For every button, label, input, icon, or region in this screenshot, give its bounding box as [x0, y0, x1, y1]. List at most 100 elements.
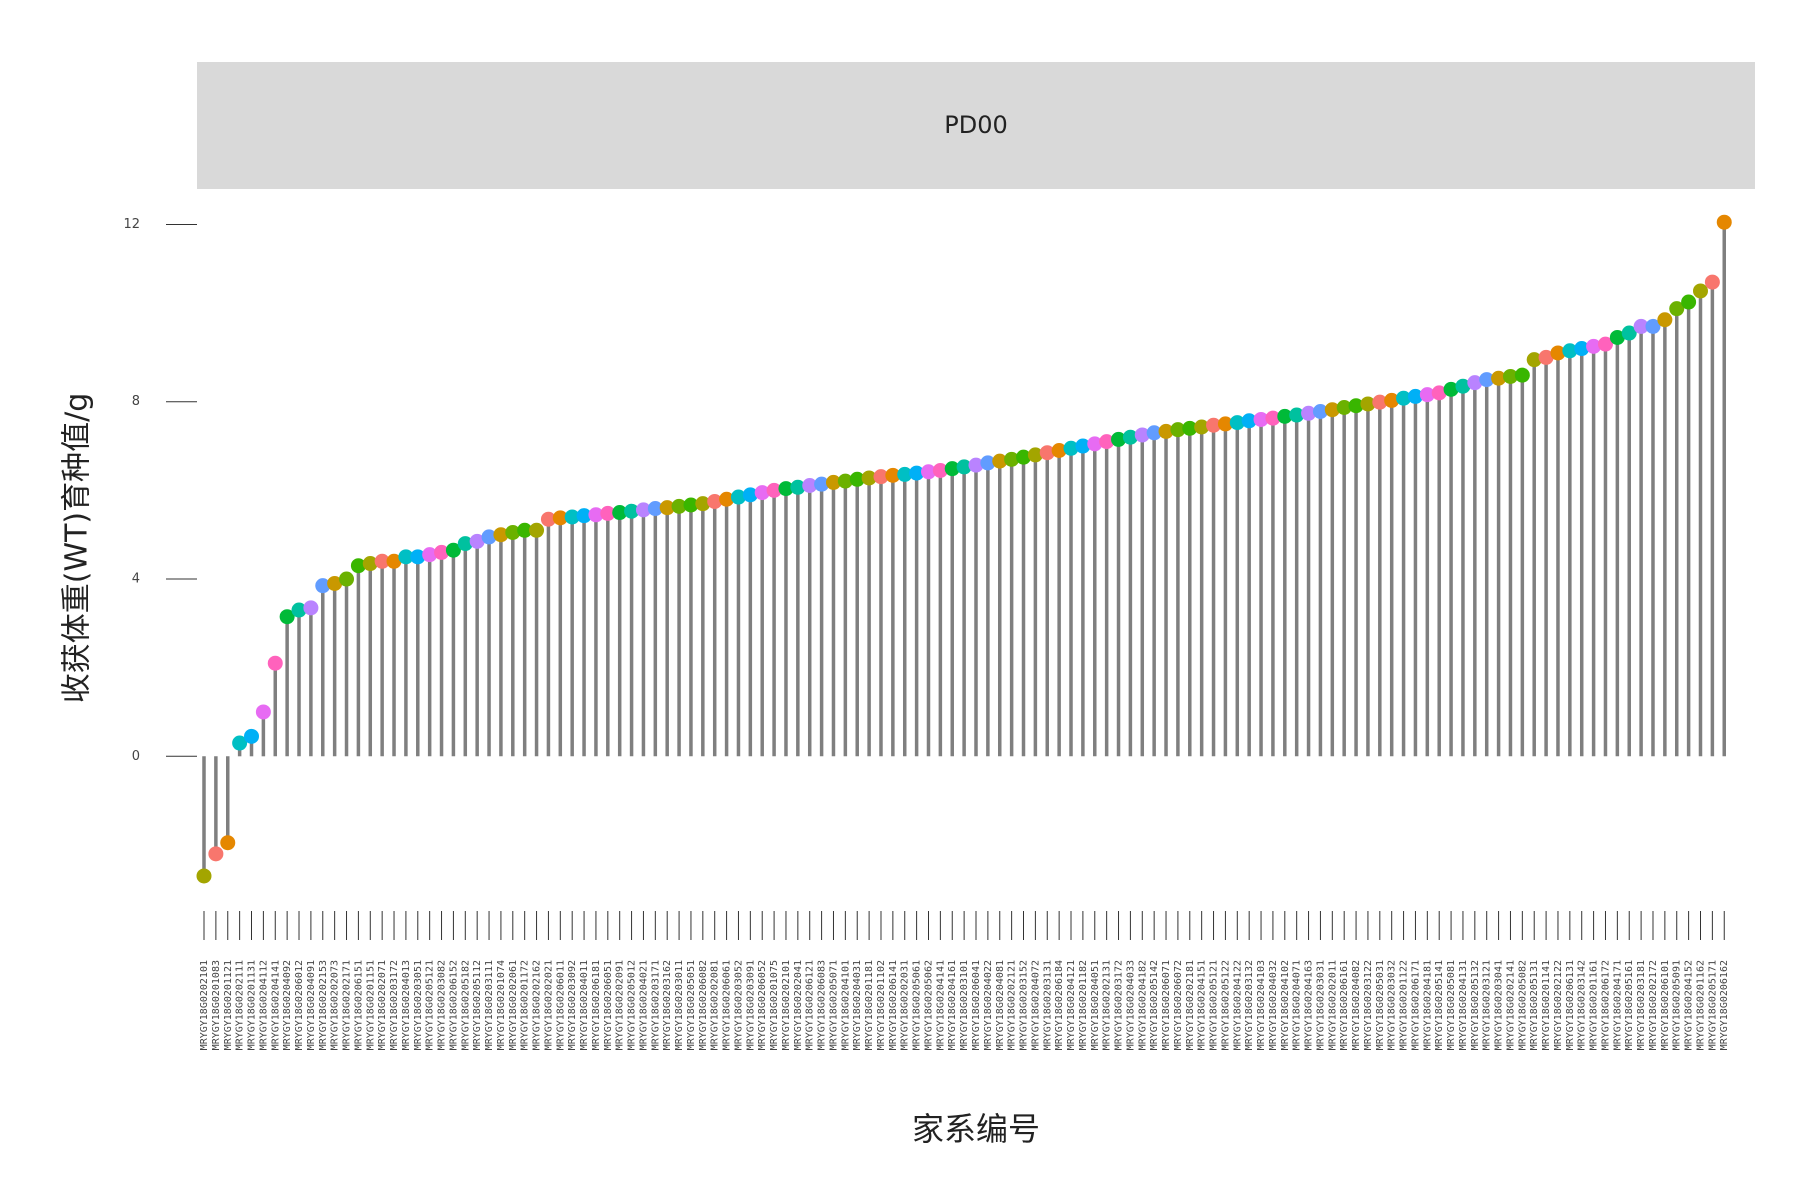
- x-tick-label: MRYGY18G0203152: [1019, 960, 1030, 1050]
- x-tick-label: MRYGY18G0204182: [1137, 960, 1148, 1050]
- point: [208, 846, 224, 862]
- x-tick-label: MRYGY18G0201102: [876, 960, 887, 1050]
- x-tick-label: MRYGY18G0202162: [532, 960, 543, 1050]
- x-tick-label: MRYGY18G0205121: [1209, 960, 1220, 1050]
- x-tick-label: MRYGY18G0206184: [1054, 960, 1065, 1050]
- y-tick-label: 4: [132, 572, 140, 587]
- point: [635, 502, 651, 518]
- x-tick-label: MRYGY18G0203082: [437, 960, 448, 1050]
- point: [861, 470, 877, 486]
- x-tick-label: MRYGY18G0206161: [1339, 960, 1350, 1050]
- point: [505, 524, 521, 540]
- x-tick-label: MRYGY18G0201141: [1541, 960, 1552, 1050]
- x-tick-label: MRYGY18G0201075: [769, 960, 780, 1050]
- x-tick-label: MRYGY18G0204033: [1125, 960, 1136, 1050]
- x-tick-label: MRYGY18G0202101: [781, 960, 792, 1050]
- point: [1170, 422, 1186, 438]
- x-tick-label: MRYGY18G0204092: [282, 960, 293, 1050]
- point: [493, 527, 509, 543]
- x-tick-label: MRYGY18G0205062: [923, 960, 934, 1050]
- point: [1111, 431, 1127, 447]
- point: [1419, 387, 1435, 403]
- point: [1004, 451, 1020, 467]
- point: [1443, 381, 1459, 397]
- x-tick-label: MRYGY18G0204152: [1684, 960, 1695, 1050]
- point: [291, 602, 307, 618]
- x-tick-label: MRYGY18G0206072: [1173, 960, 1184, 1050]
- x-tick-label: MRYGY18G0204082: [1351, 960, 1362, 1050]
- point: [671, 498, 687, 514]
- x-tick-label: MRYGY18G0204091: [306, 960, 317, 1050]
- point: [350, 558, 366, 574]
- point: [1039, 445, 1055, 461]
- y-tick-label: 8: [132, 394, 140, 409]
- point: [410, 549, 426, 565]
- point: [1360, 396, 1376, 412]
- point: [1681, 294, 1697, 310]
- point: [1407, 388, 1423, 404]
- point: [1514, 367, 1530, 383]
- point: [529, 522, 545, 538]
- point: [1538, 349, 1554, 365]
- x-tick-label: MRYGY18G0203041: [1494, 960, 1505, 1050]
- point: [1621, 325, 1637, 341]
- x-tick-label: MRYGY18G0203011: [674, 960, 685, 1050]
- point: [1336, 400, 1352, 416]
- x-tick-label: MRYGY18G0206051: [603, 960, 614, 1050]
- x-tick-label: MRYGY18G0205091: [1672, 960, 1683, 1050]
- x-tick-label: MRYGY18G0201083: [211, 960, 222, 1050]
- x-tick-label: MRYGY18G0204011: [579, 960, 590, 1050]
- x-tick-label: MRYGY18G0205031: [1375, 960, 1386, 1050]
- point: [374, 553, 390, 569]
- x-tick-label: MRYGY18G0205141: [1434, 960, 1445, 1050]
- point: [742, 487, 758, 503]
- x-tick-label: MRYGY18G0206151: [353, 960, 364, 1050]
- x-tick-label: MRYGY18G0203181: [1636, 960, 1647, 1050]
- point: [445, 542, 461, 558]
- x-tick-label: MRYGY18G0204101: [840, 960, 851, 1050]
- point: [1550, 345, 1566, 361]
- x-tick-label: MRYGY18G0206141: [888, 960, 899, 1050]
- point: [1502, 368, 1518, 384]
- point: [1574, 341, 1590, 357]
- point: [540, 511, 556, 527]
- x-tick-label: MRYGY18G0201161: [1589, 960, 1600, 1050]
- point: [1158, 423, 1174, 439]
- x-tick-label: MRYGY18G0206152: [448, 960, 459, 1050]
- x-tick-label: MRYGY18G0204031: [852, 960, 863, 1050]
- point: [267, 655, 283, 671]
- point: [1704, 274, 1720, 290]
- x-axis-title: 家系编号: [912, 1110, 1040, 1148]
- x-tick-label: MRYGY18G0201172: [520, 960, 531, 1050]
- x-tick-label: MRYGY18G0203091: [745, 960, 756, 1050]
- x-tick-label: MRYGY18G0206101: [1660, 960, 1671, 1050]
- x-tick-label: MRYGY18G0201181: [864, 960, 875, 1050]
- point: [1479, 372, 1495, 388]
- x-tick-label: MRYGY18G0204022: [983, 960, 994, 1050]
- point: [1372, 394, 1388, 410]
- point: [1099, 434, 1115, 450]
- x-tick-label: MRYGY18G0206181: [591, 960, 602, 1050]
- point: [315, 578, 331, 594]
- x-tick-label: MRYGY18G0202181: [1185, 960, 1196, 1050]
- x-tick-label: MRYGY18G0206071: [1161, 960, 1172, 1050]
- point: [1301, 405, 1317, 421]
- point: [885, 467, 901, 483]
- point: [1063, 440, 1079, 456]
- point: [1122, 429, 1138, 445]
- point: [362, 556, 378, 572]
- point: [303, 600, 319, 616]
- point: [481, 529, 497, 545]
- point: [552, 510, 568, 526]
- point: [897, 466, 913, 482]
- point: [1692, 283, 1708, 299]
- x-tick-label: MRYGY18G0201122: [1399, 960, 1410, 1050]
- x-tick-label: MRYGY18G0204141: [270, 960, 281, 1050]
- x-tick-label: MRYGY18G0203051: [413, 960, 424, 1050]
- point: [1597, 336, 1613, 352]
- x-tick-label: MRYGY18G0203111: [484, 960, 495, 1050]
- x-tick-label: MRYGY18G0202031: [900, 960, 911, 1050]
- point: [1384, 392, 1400, 408]
- point: [1075, 438, 1091, 454]
- point: [1134, 427, 1150, 443]
